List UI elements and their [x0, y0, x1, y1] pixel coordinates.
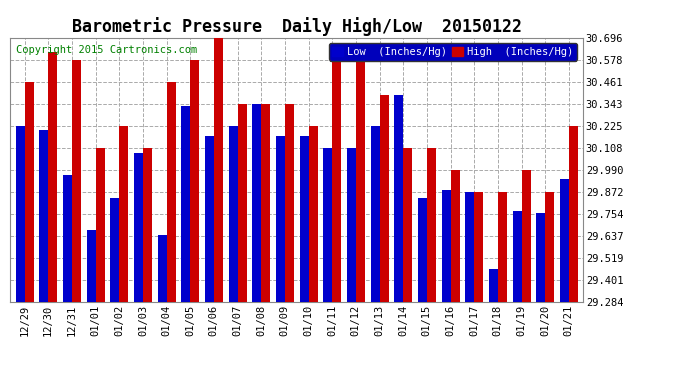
Bar	[166, 81, 175, 302]
Bar	[72, 60, 81, 302]
Bar	[356, 44, 365, 302]
Bar	[569, 126, 578, 302]
Bar	[323, 148, 332, 302]
Bar	[143, 148, 152, 302]
Bar	[427, 148, 436, 302]
Bar	[347, 148, 356, 302]
Bar	[498, 192, 507, 302]
Bar	[119, 126, 128, 302]
Bar	[371, 126, 380, 302]
Bar	[394, 95, 403, 302]
Bar	[536, 213, 545, 302]
Bar	[157, 235, 166, 302]
Bar	[110, 198, 119, 302]
Bar	[262, 104, 270, 302]
Bar	[63, 175, 72, 302]
Bar	[285, 104, 294, 302]
Bar	[228, 126, 237, 302]
Bar	[465, 192, 474, 302]
Bar	[25, 81, 34, 302]
Bar	[190, 60, 199, 302]
Bar	[39, 130, 48, 302]
Title: Barometric Pressure  Daily High/Low  20150122: Barometric Pressure Daily High/Low 20150…	[72, 17, 522, 36]
Bar	[489, 269, 498, 302]
Bar	[276, 136, 285, 302]
Bar	[545, 192, 554, 302]
Legend: Low  (Inches/Hg), High  (Inches/Hg): Low (Inches/Hg), High (Inches/Hg)	[328, 43, 577, 60]
Bar	[237, 104, 246, 302]
Bar	[16, 126, 25, 302]
Bar	[205, 136, 214, 302]
Bar	[418, 198, 427, 302]
Bar	[48, 52, 57, 302]
Bar	[442, 190, 451, 302]
Bar	[214, 38, 223, 302]
Bar	[86, 230, 95, 302]
Bar	[560, 179, 569, 302]
Bar	[474, 192, 483, 302]
Bar	[253, 104, 262, 302]
Bar	[522, 170, 531, 302]
Bar	[308, 126, 317, 302]
Bar	[134, 153, 143, 302]
Bar	[299, 136, 308, 302]
Text: Copyright 2015 Cartronics.com: Copyright 2015 Cartronics.com	[16, 45, 197, 56]
Bar	[95, 148, 105, 302]
Bar	[332, 52, 341, 302]
Bar	[181, 106, 190, 302]
Bar	[451, 170, 460, 302]
Bar	[380, 95, 388, 302]
Bar	[403, 148, 412, 302]
Bar	[513, 211, 522, 302]
